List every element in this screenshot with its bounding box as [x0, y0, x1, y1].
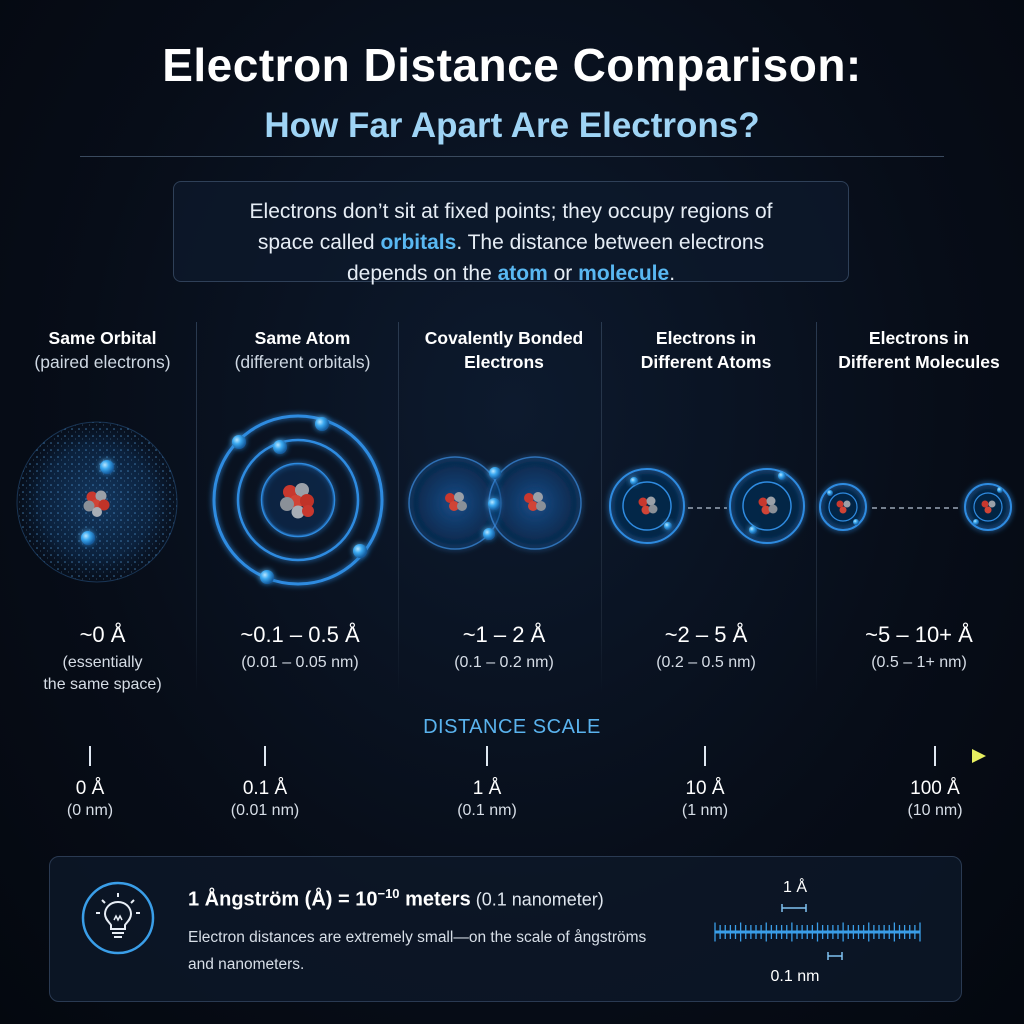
ruler-label-angstrom: 1 Å	[782, 879, 807, 896]
electron	[827, 490, 833, 496]
distance-same-atom: ~0.1 – 0.5 Å (0.01 – 0.05 nm)	[240, 622, 360, 671]
column-heading-same-atom: Same Atom (different orbitals)	[234, 328, 371, 372]
intro-line-1: Electrons don’t sit at fixed points; the…	[249, 200, 773, 223]
electron	[664, 522, 672, 530]
electron	[273, 440, 287, 454]
orbitals-highlight: orbitals	[380, 231, 457, 254]
electron	[260, 570, 274, 584]
column-divider	[196, 322, 197, 692]
distance-scale-title: DISTANCE SCALE	[423, 716, 601, 738]
ruler-label-nanometer: 0.1 nm	[770, 968, 820, 985]
electron	[488, 498, 500, 510]
info-box	[49, 856, 962, 1002]
distance-scale-axis	[89, 746, 986, 766]
column-heading-same-orbital: Same Orbital (paired electrons)	[34, 328, 171, 372]
info-description: Electron distances are extremely small—o…	[188, 929, 647, 973]
column-divider	[816, 322, 817, 692]
scale-tick-label: 0 Å (0 nm)	[66, 778, 114, 819]
nucleus-icon	[836, 500, 851, 514]
electron	[353, 544, 367, 558]
electron	[100, 460, 114, 474]
scale-tick-label: 0.1 Å (0.01 nm)	[230, 778, 300, 819]
electron	[630, 477, 638, 485]
distance-covalent: ~1 – 2 Å (0.1 – 0.2 nm)	[454, 622, 554, 671]
intro-line-3: depends on the atom or molecule.	[346, 262, 676, 285]
electron	[232, 435, 246, 449]
electron	[81, 531, 95, 545]
nucleus-icon	[981, 500, 996, 514]
electron	[778, 472, 786, 480]
electron	[997, 487, 1003, 493]
same-orbital-cloud	[16, 421, 178, 583]
page-subtitle: How Far Apart Are Electrons?	[264, 106, 760, 145]
intro-line-2: space called orbitals. The distance betw…	[257, 231, 765, 254]
scale-tick-label: 100 Å (10 nm)	[907, 778, 963, 819]
electron	[483, 528, 495, 540]
column-heading-different-molecules: Electrons in Different Molecules	[838, 328, 1000, 372]
electron	[853, 519, 859, 525]
column-divider	[601, 322, 602, 692]
column-heading-covalent: Covalently Bonded Electrons	[424, 328, 584, 372]
scale-tick-label: 1 Å (0.1 nm)	[457, 778, 517, 819]
electron-illustrations	[16, 414, 1012, 586]
intro-box: Electrons don’t sit at fixed points; the…	[173, 181, 849, 285]
ruler-icon	[714, 904, 921, 960]
angstrom-definition: 1 Ångström (Å) = 10−10 meters (0.1 nanom…	[188, 886, 604, 911]
nucleus-icon	[280, 483, 314, 519]
nucleus-icon	[638, 496, 658, 515]
molecule-highlight: molecule	[578, 262, 670, 285]
covalent-bond	[408, 456, 582, 550]
lightbulb-icon	[81, 881, 155, 955]
nucleus-icon	[758, 496, 778, 515]
atom-highlight: atom	[497, 262, 548, 285]
different-atoms	[609, 468, 805, 544]
electron	[973, 519, 979, 525]
different-molecules	[819, 483, 1012, 531]
header-divider	[80, 156, 944, 157]
column-heading-different-atoms: Electrons in Different Atoms	[640, 328, 772, 372]
electron	[489, 467, 501, 479]
distance-different-molecules: ~5 – 10+ Å (0.5 – 1+ nm)	[865, 622, 973, 671]
nucleus-icon	[524, 492, 546, 511]
electron	[749, 526, 757, 534]
nucleus-icon	[445, 492, 467, 511]
distance-same-orbital: ~0 Å (essentially the same space)	[43, 622, 162, 693]
same-atom-orbits	[212, 414, 384, 586]
column-divider	[398, 322, 399, 692]
page-title: Electron Distance Comparison:	[162, 39, 862, 91]
electron	[315, 417, 329, 431]
distance-different-atoms: ~2 – 5 Å (0.2 – 0.5 nm)	[656, 622, 756, 671]
scale-arrow-icon	[972, 749, 986, 763]
scale-tick-label: 10 Å (1 nm)	[681, 778, 729, 819]
nucleus-icon	[83, 490, 110, 517]
